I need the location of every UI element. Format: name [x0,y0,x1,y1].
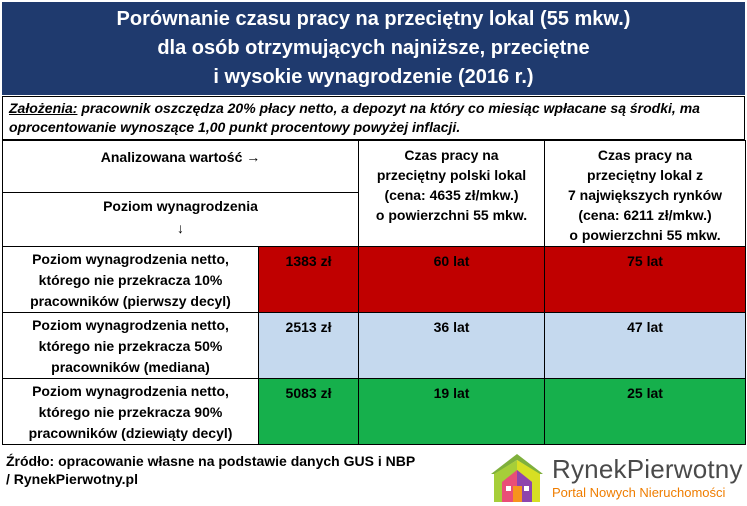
assumptions-text: pracownik oszczędza 20% płacy netto, a d… [9,100,700,135]
row-label-line-1: Poziom wynagrodzenia netto, [32,317,229,333]
analyzed-value-header: Analizowana wartość → [1,140,360,193]
assumptions-box: Założenia: pracownik oszczędza 20% płacy… [2,96,745,140]
row-label-line-2: którego nie przekracza 10% [38,272,223,288]
row-label-line-3: pracowników (pierwszy decyl) [30,293,231,309]
row-label: Poziom wynagrodzenia netto, którego nie … [2,246,259,313]
logo-word-2: Pierwotny [626,454,743,484]
table-row: Poziom wynagrodzenia netto, którego nie … [2,312,747,379]
salary-level-label: Poziom wynagrodzenia [103,198,258,214]
col1-line-4: o powierzchni 55 mkw. [375,207,528,223]
years-top7-cell: 25 lat [544,378,747,445]
title-line-2: dla osób otrzymujących najniższe, przeci… [157,37,590,59]
col2-line-5: o powierzchni 55 mkw. [569,227,721,243]
col2-line-2: przeciętny lokal z [587,167,703,183]
logo-wordmark: RynekPierwotny [552,454,743,485]
logo-tagline: Portal Nowych Nieruchomości [552,485,726,500]
years-top7-cell: 75 lat [544,246,747,313]
years-top7-cell: 47 lat [544,312,747,379]
years-poland-cell: 60 lat [358,246,546,313]
arrow-down-icon: ↓ [177,220,184,236]
header-row-1: Analizowana wartość → Czas pracy na prze… [1,140,747,247]
title-line-1: Porównanie czasu pracy na przeciętny lok… [116,8,631,30]
source-line-2: / RynekPierwotny.pl [6,471,138,487]
analyzed-value-label: Analizowana wartość → [100,149,261,165]
row-label-line-2: którego nie przekracza 50% [38,338,223,354]
row-label: Poziom wynagrodzenia netto, którego nie … [2,378,259,445]
logo-word-1: Rynek [552,454,627,484]
years-poland-cell: 36 lat [358,312,546,379]
column-header-top7: Czas pracy na przeciętny lokal z 7 najwi… [544,140,747,247]
col1-line-2: przeciętny polski lokal [376,167,527,183]
salary-amount-cell: 1383 zł [257,246,360,313]
row-label-line-3: pracowników (dziewiąty decyl) [28,425,233,441]
row-label-line-1: Poziom wynagrodzenia netto, [32,383,229,399]
source-note: Źródło: opracowanie własne na podstawie … [6,452,476,488]
brand-logo: RynekPierwotny Portal Nowych Nieruchomoś… [488,452,746,504]
col1-line-1: Czas pracy na [404,147,499,163]
column-header-poland: Czas pracy na przeciętny polski lokal (c… [358,140,546,247]
row-label-line-1: Poziom wynagrodzenia netto, [32,251,229,267]
years-poland-cell: 19 lat [358,378,546,445]
col1-line-3: (cena: 4635 zł/mkw.) [384,187,519,203]
comparison-table: Analizowana wartość → Czas pracy na prze… [1,140,747,445]
salary-level-header: Poziom wynagrodzenia ↓ [1,192,360,247]
header-row-2: Poziom wynagrodzenia ↓ [1,192,746,247]
col2-line-1: Czas pracy na [597,147,693,163]
col2-line-4: (cena: 6211 zł/mkw.) [578,207,712,223]
row-label-line-2: którego nie przekracza 90% [38,404,223,420]
salary-amount-cell: 5083 zł [257,378,360,445]
table-row: Poziom wynagrodzenia netto, którego nie … [2,246,747,313]
salary-amount-cell: 2513 zł [257,312,360,379]
house-logo-icon [491,454,543,502]
page-title: Porównanie czasu pracy na przeciętny lok… [2,2,745,95]
source-line-1: Źródło: opracowanie własne na podstawie … [6,453,416,469]
title-line-3: i wysokie wynagrodzenie (2016 r.) [213,66,534,88]
table-row: Poziom wynagrodzenia netto, którego nie … [2,378,747,445]
assumptions-label: Założenia: [9,100,78,116]
row-label-line-3: pracowników (mediana) [51,359,210,375]
col2-line-3: 7 największych rynków [567,187,723,203]
row-label: Poziom wynagrodzenia netto, którego nie … [2,312,259,379]
